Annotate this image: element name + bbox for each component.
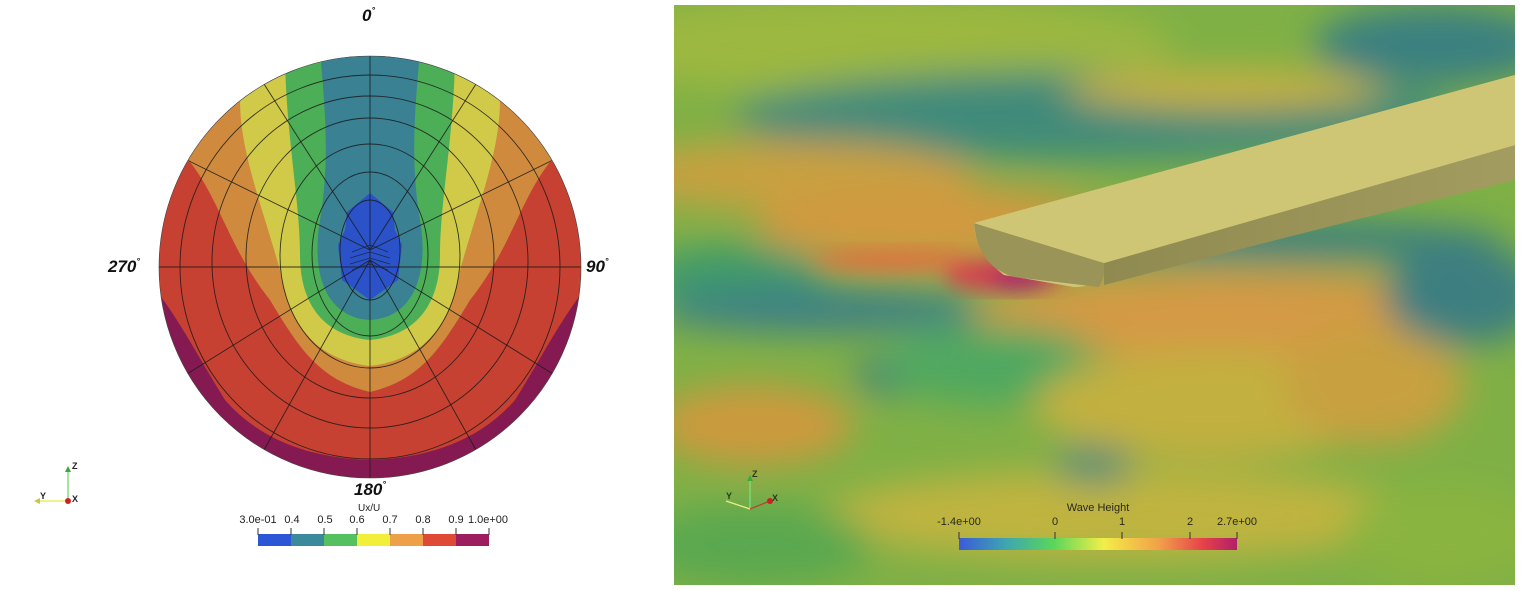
angle-label-right: 90° (586, 256, 609, 276)
wave-colorbar-tick: 2.7e+00 (1216, 516, 1258, 528)
colorbar-tick: 0.9 (448, 514, 464, 526)
wave-height-surface (674, 5, 1515, 585)
hull-body (974, 75, 1515, 287)
colorbar-tick: 0.4 (284, 514, 300, 526)
wave-colorbar-tick: 2 (1186, 516, 1194, 528)
colorbar-tick: 1.0e+00 (467, 514, 509, 526)
axis-label-y: Y (40, 491, 47, 501)
wave-colorbar-tick: 1 (1118, 516, 1126, 528)
axis-label-y: Y (726, 491, 733, 501)
axis-label-z: Z (752, 469, 758, 479)
colorbar-title: Ux/U (358, 503, 381, 514)
orientation-axes-left (34, 466, 71, 504)
wave-colorbar (958, 532, 1238, 550)
colorbar-tick: 0.8 (415, 514, 431, 526)
colorbar-tick: 0.7 (382, 514, 398, 526)
colorbar-tick: 0.5 (317, 514, 333, 526)
wave-colorbar-tick: 0 (1051, 516, 1059, 528)
angle-label-top: 0° (362, 5, 376, 25)
angle-label-bottom: 180° (354, 479, 386, 499)
colorbar-tick: 3.0e-01 (239, 514, 277, 526)
colorbar-swatches (257, 528, 490, 546)
wave-colorbar-tick: -1.4e+00 (937, 516, 981, 528)
orientation-axes-right (725, 475, 773, 510)
polar-contour-plot (34, 55, 582, 504)
wave-colorbar-title: Wave Height (1066, 502, 1130, 514)
colorbar-tick: 0.6 (349, 514, 365, 526)
wave-height-render-panel: Z Y X Wave Height -1.4e+00 0 1 2 2.7e+00 (674, 5, 1515, 585)
axis-label-z: Z (72, 461, 78, 471)
axis-label-x: X (72, 494, 79, 504)
axis-label-x: X (772, 493, 779, 503)
angle-label-left: 270° (108, 256, 140, 276)
polar-contour-panel: 0° 90° 180° 270° Z Y X Ux/U 3.0e-01 0.4 … (0, 0, 660, 590)
